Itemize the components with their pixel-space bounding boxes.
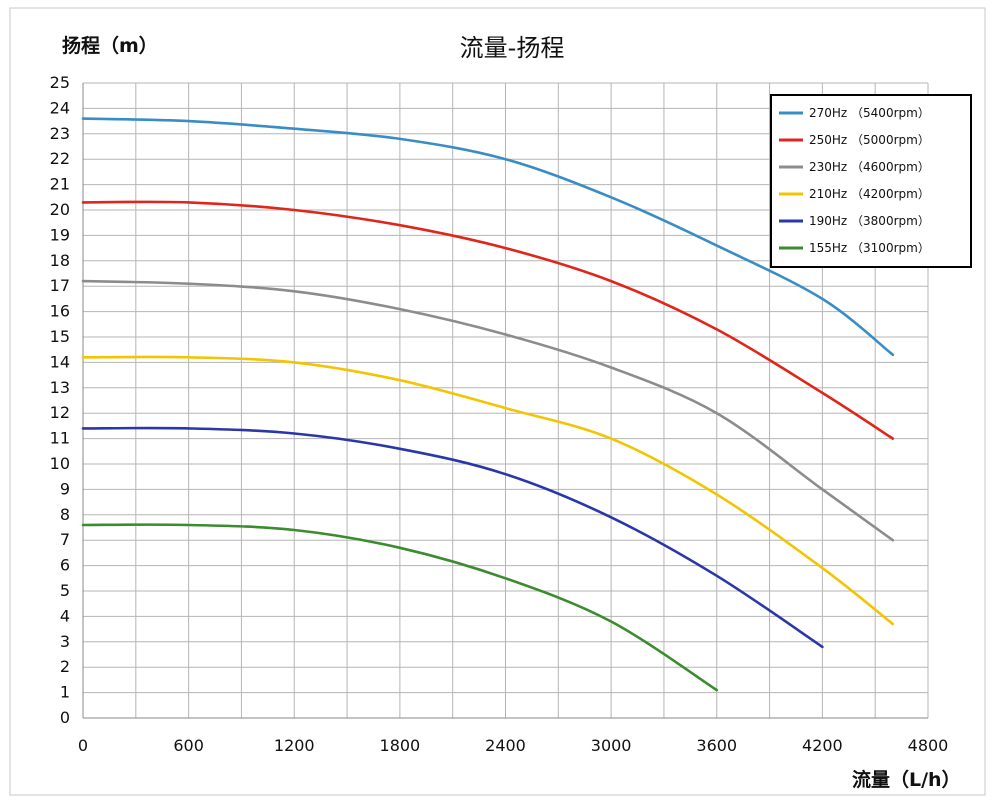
series-line-4 bbox=[81, 355, 895, 626]
y-tick-label: 0 bbox=[60, 708, 70, 727]
series-line-2 bbox=[81, 200, 895, 440]
y-tick-label: 17 bbox=[50, 276, 70, 295]
legend-label: 210Hz （4200rpm） bbox=[809, 187, 930, 201]
y-tick-label: 21 bbox=[50, 175, 70, 194]
x-tick-label: 1200 bbox=[274, 736, 315, 755]
x-tick-label: 3600 bbox=[696, 736, 737, 755]
x-tick-label: 4800 bbox=[908, 736, 949, 755]
y-tick-label: 1 bbox=[60, 683, 70, 702]
y-tick-label: 12 bbox=[50, 403, 70, 422]
y-tick-label: 4 bbox=[60, 606, 70, 625]
series-line-6 bbox=[81, 523, 719, 692]
tick-labels: 0123456789101112131415161718192021222324… bbox=[50, 73, 949, 755]
y-tick-label: 14 bbox=[50, 352, 70, 371]
x-axis-title: 流量（L/h） bbox=[852, 768, 961, 791]
x-tick-label: 1800 bbox=[380, 736, 421, 755]
series-line-5 bbox=[81, 426, 824, 649]
legend-label: 270Hz （5400rpm） bbox=[809, 106, 930, 120]
y-tick-label: 18 bbox=[50, 251, 70, 270]
y-tick-label: 11 bbox=[50, 429, 70, 448]
legend-label: 190Hz （3800rpm） bbox=[809, 214, 930, 228]
y-tick-label: 25 bbox=[50, 73, 70, 92]
y-tick-label: 22 bbox=[50, 149, 70, 168]
grid bbox=[82, 82, 929, 719]
x-tick-label: 0 bbox=[78, 736, 88, 755]
chart-title: 流量-扬程 bbox=[460, 34, 565, 62]
y-tick-label: 20 bbox=[50, 200, 70, 219]
series-line-1 bbox=[81, 117, 895, 357]
y-tick-label: 15 bbox=[50, 327, 70, 346]
x-tick-label: 4200 bbox=[802, 736, 843, 755]
y-tick-label: 8 bbox=[60, 505, 70, 524]
x-tick-label: 2400 bbox=[485, 736, 526, 755]
legend-label: 155Hz （3100rpm） bbox=[809, 241, 930, 255]
y-tick-label: 3 bbox=[60, 632, 70, 651]
y-tick-label: 13 bbox=[50, 378, 70, 397]
y-tick-label: 23 bbox=[50, 124, 70, 143]
legend-label: 250Hz （5000rpm） bbox=[809, 133, 930, 147]
y-tick-label: 9 bbox=[60, 479, 70, 498]
y-tick-label: 6 bbox=[60, 556, 70, 575]
y-tick-label: 10 bbox=[50, 454, 70, 473]
legend: 270Hz （5400rpm） 250Hz （5000rpm） 230Hz （460… bbox=[770, 94, 972, 268]
y-tick-label: 16 bbox=[50, 302, 70, 321]
legend-label: 230Hz （4600rpm） bbox=[809, 160, 930, 174]
y-tick-label: 7 bbox=[60, 530, 70, 549]
plot-area bbox=[81, 117, 895, 692]
y-tick-label: 5 bbox=[60, 581, 70, 600]
x-tick-label: 3000 bbox=[591, 736, 632, 755]
y-tick-label: 19 bbox=[50, 225, 70, 244]
series-line-3 bbox=[81, 279, 895, 542]
y-tick-label: 24 bbox=[50, 98, 70, 117]
y-tick-label: 2 bbox=[60, 657, 70, 676]
y-axis-title: 扬程（m） bbox=[62, 34, 158, 57]
legend-box bbox=[770, 94, 972, 268]
x-tick-label: 600 bbox=[173, 736, 204, 755]
